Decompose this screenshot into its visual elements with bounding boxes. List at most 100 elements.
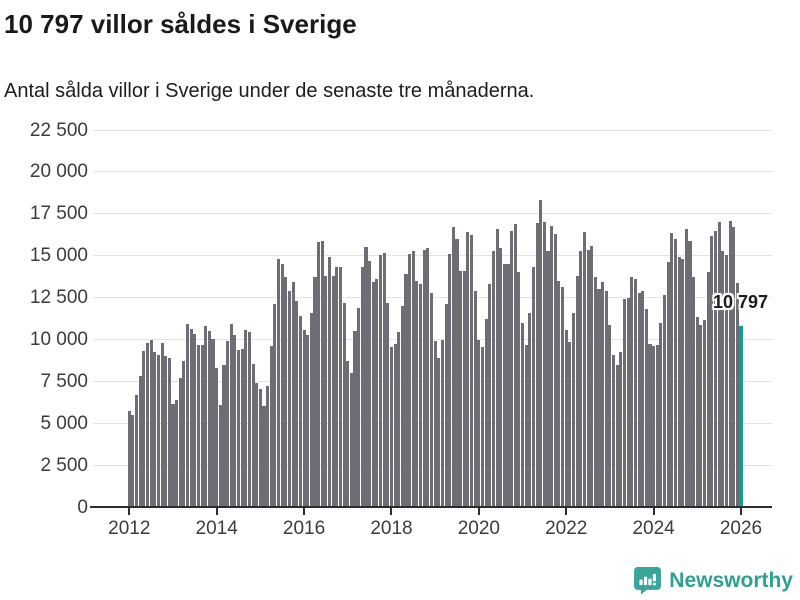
bar [222,364,226,507]
x-axis-tick [128,508,131,515]
bar [178,377,182,507]
bar [255,383,259,507]
bar [182,361,186,507]
bar [470,234,474,507]
bar [612,355,616,507]
bar [477,340,481,507]
y-axis-tick-label: 12 500 [29,287,88,309]
bar [630,277,634,507]
bar [659,322,663,507]
bar [284,277,288,507]
bar [287,290,292,507]
bar [258,388,262,507]
bar [360,267,364,507]
y-axis-tick-label: 5 000 [40,412,88,434]
y-axis-tick-label: 7 500 [40,370,88,392]
bar [342,302,346,507]
bar [269,346,273,507]
bar [673,238,677,507]
bar [415,280,419,507]
logo-exclamation-dot [653,582,657,586]
logo-bar-tall [644,576,648,586]
bar [571,312,576,507]
bar [699,325,703,507]
y-gridline [93,171,772,173]
bar [309,312,313,507]
bar [480,346,485,507]
highlighted-bar [739,326,743,507]
page-title: 10 797 villor såldes i Sverige [4,9,357,39]
bar [568,341,572,507]
bar [440,340,444,507]
bar [156,354,160,507]
bar [404,274,408,507]
bar [371,282,375,507]
bar [211,338,215,507]
y-axis-tick-label: 17 500 [29,203,88,225]
bar [411,250,415,507]
bar [633,279,637,507]
bar [397,331,401,507]
bar [175,399,179,507]
bar [484,319,488,507]
last-value-annotation: 10 797 [712,292,768,312]
bar [448,253,452,507]
bar [444,304,448,507]
bar [437,357,441,507]
bar [728,221,732,507]
bar [724,254,728,507]
bar [520,322,525,507]
x-axis-tick-label: 2012 [108,518,151,539]
bar [207,331,211,507]
bar [419,284,423,507]
bar [346,361,350,507]
bar [703,320,707,507]
x-axis-tick [390,508,393,515]
bar [561,286,565,507]
bar [546,250,550,507]
bar [586,249,590,507]
bar [153,352,157,507]
bar [193,334,197,507]
bar [328,257,332,507]
bar [644,309,648,507]
bar [353,331,357,507]
bar [608,325,612,507]
bar [291,282,295,507]
bar [320,240,324,507]
bar [684,228,688,507]
bar [619,352,623,507]
bar [557,280,561,507]
bar [604,290,608,507]
bar [713,230,718,507]
bar [266,386,270,507]
bar [200,345,204,507]
bar [218,404,222,507]
bar [142,351,146,507]
bar [273,304,277,507]
x-axis-tick-label: 2020 [457,518,500,539]
bar [364,247,368,507]
bar [251,363,255,507]
bar [422,249,426,507]
bar [149,340,153,507]
bar [517,272,521,507]
bar [429,292,434,507]
bar [590,246,594,507]
newsworthy-logo[interactable]: Newsworthy [633,566,793,595]
bar [597,289,601,507]
bar [335,267,339,507]
bar [186,324,190,507]
bar [615,364,619,507]
page-subtitle: Antal sålda villor i Sverige under de se… [4,80,535,102]
bar [695,316,699,507]
bar [306,335,310,507]
bar [262,406,266,507]
x-axis-tick-label: 2018 [370,518,413,539]
bar [145,342,150,507]
bar [641,290,645,507]
bar [688,241,692,507]
bar [171,403,175,507]
bar [215,367,219,507]
